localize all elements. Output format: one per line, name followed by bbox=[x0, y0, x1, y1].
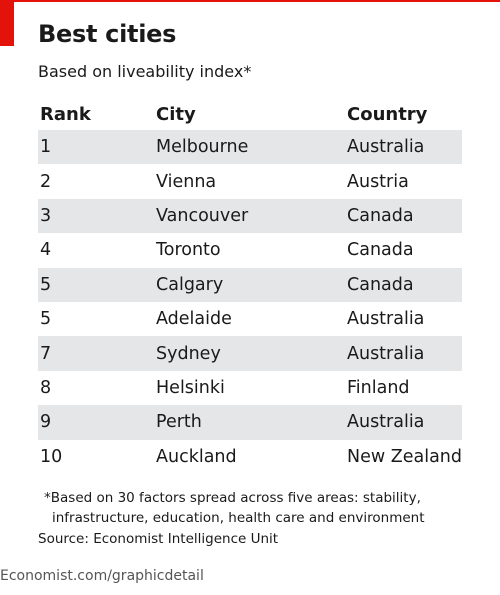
source-note: Source: Economist Intelligence Unit bbox=[38, 531, 279, 547]
rank-cell: 3 bbox=[38, 198, 155, 234]
city-cell: Calgary bbox=[154, 267, 345, 302]
credit-link[interactable]: Economist.com/graphicdetail bbox=[0, 568, 204, 584]
footnote: *Based on 30 factors spread across five … bbox=[44, 490, 425, 526]
table-row: 3 Vancouver Canada bbox=[38, 198, 462, 234]
country-cell: Australia bbox=[345, 130, 462, 165]
country-cell: Canada bbox=[345, 198, 462, 234]
table-row: 1 Melbourne Australia bbox=[38, 130, 462, 165]
column-header-city: City bbox=[156, 103, 196, 125]
table-row: 5 Adelaide Australia bbox=[38, 302, 462, 336]
chart-title: Best cities bbox=[38, 20, 177, 48]
table-row: 10 Auckland New Zealand bbox=[38, 440, 462, 474]
rank-cell: 9 bbox=[38, 405, 155, 440]
column-header-rank: Rank bbox=[40, 103, 91, 125]
table-row: 9 Perth Australia bbox=[38, 405, 462, 440]
rank-cell: 2 bbox=[40, 171, 52, 192]
rank-cell: 4 bbox=[40, 240, 52, 261]
brand-tag bbox=[0, 0, 14, 46]
country-cell: Canada bbox=[345, 267, 462, 302]
column-header-country: Country bbox=[347, 103, 428, 125]
header-row: Rank City Country bbox=[38, 98, 462, 130]
city-cell: Perth bbox=[154, 405, 345, 440]
rank-cell: 1 bbox=[38, 130, 155, 165]
city-cell: Adelaide bbox=[156, 309, 232, 330]
table-body: 1 Melbourne Australia 2 Vienna Austria 3 Vancou… bbox=[38, 130, 462, 474]
city-cell: Vienna bbox=[156, 171, 217, 192]
rank-cell: 7 bbox=[38, 336, 155, 371]
table-row: 2 Vienna Austria bbox=[38, 164, 462, 198]
table-row: 5 Calgary Canada bbox=[38, 267, 462, 302]
rank-cell: 10 bbox=[40, 446, 63, 467]
rank-cell: 5 bbox=[40, 309, 52, 330]
country-cell: New Zealand bbox=[347, 446, 462, 467]
city-cell: Toronto bbox=[156, 240, 221, 261]
rank-cell: 5 bbox=[38, 267, 155, 302]
city-cell: Melbourne bbox=[154, 130, 345, 165]
country-cell: Finland bbox=[347, 377, 410, 398]
table-row: 7 Sydney Australia bbox=[38, 336, 462, 371]
country-cell: Australia bbox=[345, 336, 462, 371]
table-row: 8 Helsinki Finland bbox=[38, 371, 462, 405]
country-cell: Australia bbox=[347, 309, 425, 330]
city-cell: Sydney bbox=[154, 336, 345, 371]
city-cell: Auckland bbox=[156, 446, 237, 467]
country-cell: Austria bbox=[347, 171, 409, 192]
city-cell: Helsinki bbox=[156, 377, 225, 398]
top-rule bbox=[0, 0, 500, 2]
chart-subtitle: Based on liveability index* bbox=[38, 62, 252, 81]
country-cell: Australia bbox=[345, 405, 462, 440]
ranking-table: Rank City Country 1 Melbourne Australia 2 Vi… bbox=[38, 98, 462, 474]
table-row: 4 Toronto Canada bbox=[38, 233, 462, 267]
country-cell: Canada bbox=[347, 240, 414, 261]
city-cell: Vancouver bbox=[154, 198, 345, 234]
rank-cell: 8 bbox=[40, 377, 52, 398]
